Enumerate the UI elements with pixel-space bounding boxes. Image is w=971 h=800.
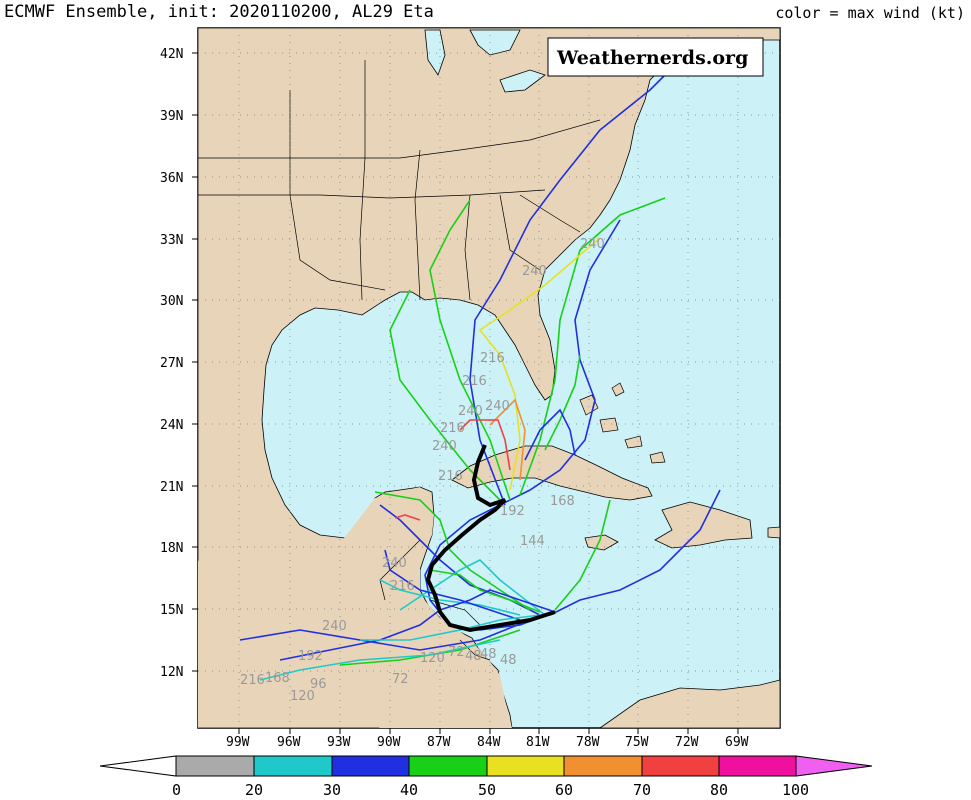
colorbar-tick: 70 — [633, 781, 651, 799]
hour-label: 168 — [265, 671, 290, 686]
colorbar-tick: 100 — [782, 781, 809, 799]
colorbar-tick: 20 — [245, 781, 263, 799]
color-legend-caption: color = max wind (kt) — [775, 4, 965, 22]
lat-axis: 42N 39N 36N 33N 30N 27N 24N 21N 18N 15N … — [160, 47, 198, 680]
hour-label: 240 — [432, 439, 457, 454]
lon-tick: 78W — [576, 735, 600, 750]
colorbar-segment — [175, 755, 255, 777]
land-puerto-rico — [767, 526, 781, 539]
lat-tick: 42N — [160, 47, 183, 62]
hour-label: 216 — [438, 469, 463, 484]
colorbar-segment — [641, 755, 720, 777]
lon-tick: 75W — [625, 735, 649, 750]
colorbar-segment — [486, 755, 565, 777]
lon-tick: 81W — [526, 735, 550, 750]
lon-tick: 96W — [277, 735, 301, 750]
lon-tick: 99W — [226, 735, 250, 750]
lon-tick: 93W — [327, 735, 351, 750]
colorbar-segment — [331, 755, 410, 777]
hour-label: 216 — [440, 421, 465, 436]
colorbar-tick: 0 — [172, 781, 181, 799]
hour-label: 240 — [485, 399, 510, 414]
lat-tick: 36N — [160, 171, 183, 186]
lat-tick: 18N — [160, 541, 183, 556]
lat-tick: 27N — [160, 356, 183, 371]
hour-label: 240 — [322, 619, 347, 634]
lat-tick: 12N — [160, 665, 183, 680]
hour-label: 216 — [462, 374, 487, 389]
land-hispaniola — [654, 501, 753, 549]
hour-label: 120 — [290, 689, 315, 704]
colorbar-segment — [408, 755, 488, 777]
colorbar-segment — [718, 755, 797, 777]
hour-label: 240 — [382, 556, 407, 571]
colorbar-tick: 80 — [710, 781, 728, 799]
control-track — [425, 444, 556, 633]
lat-tick: 21N — [160, 480, 183, 495]
hour-label: 48 — [480, 647, 497, 662]
colorbar-tick: 50 — [478, 781, 496, 799]
lat-tick: 33N — [160, 233, 183, 248]
land-south-america — [598, 679, 781, 729]
watermark-box — [547, 37, 764, 77]
hour-label: 216 — [480, 351, 505, 366]
hour-label: 216 — [390, 579, 415, 594]
colorbar-tick: 40 — [400, 781, 418, 799]
hour-label: 192 — [298, 649, 323, 664]
hour-label: 192 — [500, 504, 525, 519]
lon-tick: 69W — [725, 735, 749, 750]
lon-tick: 90W — [377, 735, 401, 750]
hour-label: 48 — [465, 649, 482, 664]
bahamas-islands — [579, 382, 666, 464]
chart-title: ECMWF Ensemble, init: 2020110200, AL29 E… — [4, 2, 434, 22]
forecast-hour-labels: 240 240 240 216 216 240 216 216 240 216 … — [240, 237, 605, 704]
hour-label: 240 — [522, 264, 547, 279]
hour-label: 240 — [580, 237, 605, 252]
hour-label: 216 — [240, 673, 265, 688]
hour-label: 96 — [310, 677, 327, 692]
lat-tick: 39N — [160, 109, 183, 124]
lat-tick: 15N — [160, 603, 183, 618]
colorbar-tick: 30 — [323, 781, 341, 799]
hour-label: 240 — [458, 404, 483, 419]
colorbar-high-end — [795, 755, 873, 777]
hour-label: 144 — [520, 534, 545, 549]
hour-label: 120 — [420, 651, 445, 666]
colorbar-low-end — [99, 755, 177, 777]
colorbar-segment — [563, 755, 643, 777]
lon-tick: 72W — [675, 735, 699, 750]
graticule — [198, 28, 780, 728]
lat-tick: 30N — [160, 294, 183, 309]
colorbar: 0 20 30 40 50 60 70 80 100 — [99, 755, 873, 799]
lon-tick: 87W — [427, 735, 451, 750]
hour-label: 72 — [448, 645, 465, 660]
hour-label: 72 — [392, 672, 409, 687]
lon-axis: 99W 96W 93W 90W 87W 84W 81W 78W 75W 72W … — [226, 728, 749, 750]
colorbar-tick: 60 — [555, 781, 573, 799]
hour-label: 168 — [550, 494, 575, 509]
watermark-text: Weathernerds.org — [556, 47, 748, 69]
hour-label: 48 — [500, 653, 517, 668]
land-central-america — [198, 487, 512, 728]
lat-tick: 24N — [160, 418, 183, 433]
colorbar-segment — [253, 755, 333, 777]
lon-tick: 84W — [477, 735, 501, 750]
